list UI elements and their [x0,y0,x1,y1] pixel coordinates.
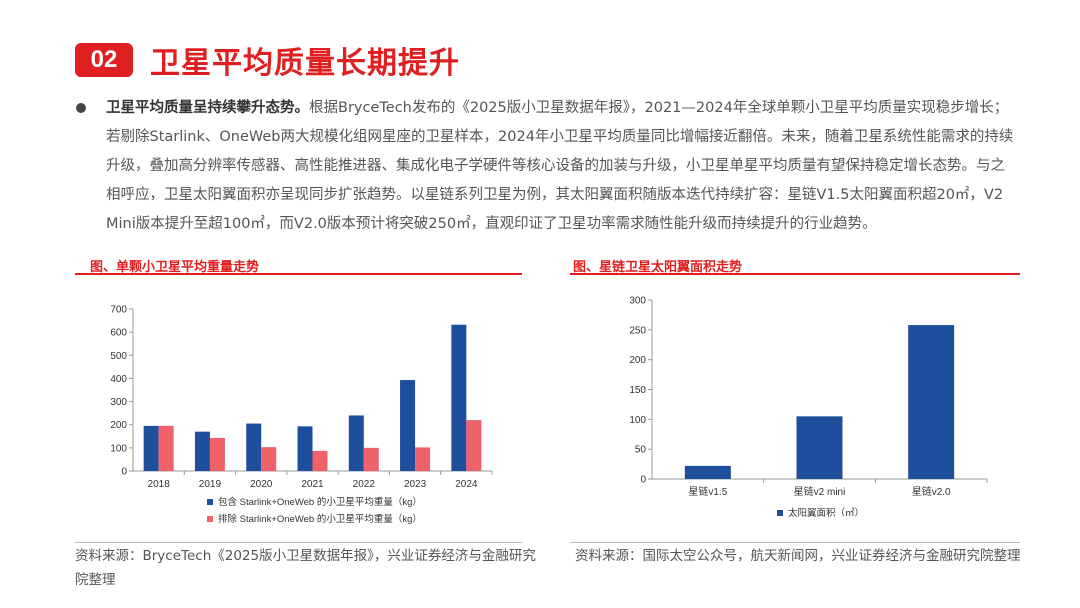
weight-bar [363,447,379,471]
weight-bar [246,423,262,471]
solar-y-tick-label: 50 [635,445,647,456]
solar-bar [796,416,843,479]
weight-bar [466,420,482,471]
weight-bar [348,415,364,471]
summary-text: 根据BryceTech发布的《2025版小卫星数据年报》，2021—2024年全… [106,100,1014,232]
left-chart: 0 100 200 300 400 500 600 700 2018 2019 2020 2021 20… [110,305,493,525]
left-source-rule [75,542,522,543]
section-number-badge: 02 [75,43,133,77]
weight-x-tick-label: 2024 [455,479,478,490]
solar-legend-label: 太阳翼面积（㎡） [788,507,864,519]
weight-x-tick-label: 2021 [301,479,324,490]
right-chart: 0 50 100 150 200 250 300 星链v1.5 星链v2 mini 星链v2.0 太… [629,296,988,519]
left-chart-rule [75,273,522,275]
weight-legend-label: 包含 Starlink+OneWeb 的小卫星平均重量（kg） [218,496,422,508]
weight-bar [451,324,467,471]
weight-bar [312,450,328,471]
weight-bar [297,426,313,471]
weight-y-tick-label: 0 [121,467,127,478]
weight-y-tick-label: 500 [110,351,127,362]
right-source-rule [570,542,1020,543]
weight-bar [194,431,210,471]
solar-bar [908,325,955,479]
weight-legend-label: 排除 Starlink+OneWeb 的小卫星平均重量（kg） [218,513,422,525]
weight-y-tick-label: 700 [110,305,127,316]
weight-legend-swatch [207,516,213,522]
weight-y-tick-label: 400 [110,374,127,385]
weight-x-tick-label: 2018 [148,479,171,490]
solar-x-tick-label: 星链v2.0 [912,485,951,498]
solar-y-tick-label: 150 [629,385,646,396]
weight-bar [400,380,416,471]
solar-y-tick-label: 250 [629,325,646,336]
solar-legend-swatch [777,510,783,516]
weight-x-tick-label: 2023 [404,479,427,490]
weight-y-tick-label: 300 [110,397,127,408]
weight-bar [158,425,174,471]
weight-x-tick-label: 2022 [353,479,376,490]
solar-y-tick-label: 300 [629,296,646,307]
weight-bar [209,437,225,471]
solar-y-tick-label: 100 [629,415,646,426]
right-chart-caption: 图、星链卫星太阳翼面积走势 [573,260,743,275]
solar-bar [684,465,731,479]
summary-lead: 卫星平均质量呈持续攀升态势。 [106,100,309,116]
solar-y-tick-label: 0 [640,475,646,486]
solar-x-tick-label: 星链v2 mini [794,485,846,498]
right-chart-source: 资料来源：国际太空公众号，航天新闻网，兴业证券经济与金融研究院整理 [575,548,1021,564]
weight-y-tick-label: 600 [110,328,127,339]
weight-bar [261,447,277,471]
solar-y-tick-label: 200 [629,355,646,366]
weight-x-tick-label: 2019 [199,479,222,490]
left-chart-caption: 图、单颗小卫星平均重量走势 [90,260,260,275]
weight-legend-swatch [207,499,213,505]
solar-x-tick-label: 星链v1.5 [688,485,727,498]
weight-y-tick-label: 100 [110,443,127,454]
weight-y-tick-label: 200 [110,420,127,431]
weight-bar [415,447,431,471]
right-chart-rule [570,273,1020,275]
weight-x-tick-label: 2020 [250,479,273,490]
weight-bar [143,425,159,471]
summary-paragraph: 卫星平均质量呈持续攀升态势。根据BryceTech发布的《2025版小卫星数据年… [106,94,1016,239]
bullet-dot [76,103,86,113]
page-title: 卫星平均质量长期提升 [150,46,460,81]
left-chart-source: 资料来源：BryceTech《2025版小卫星数据年报》，兴业证券经济与金融研究… [75,548,536,588]
